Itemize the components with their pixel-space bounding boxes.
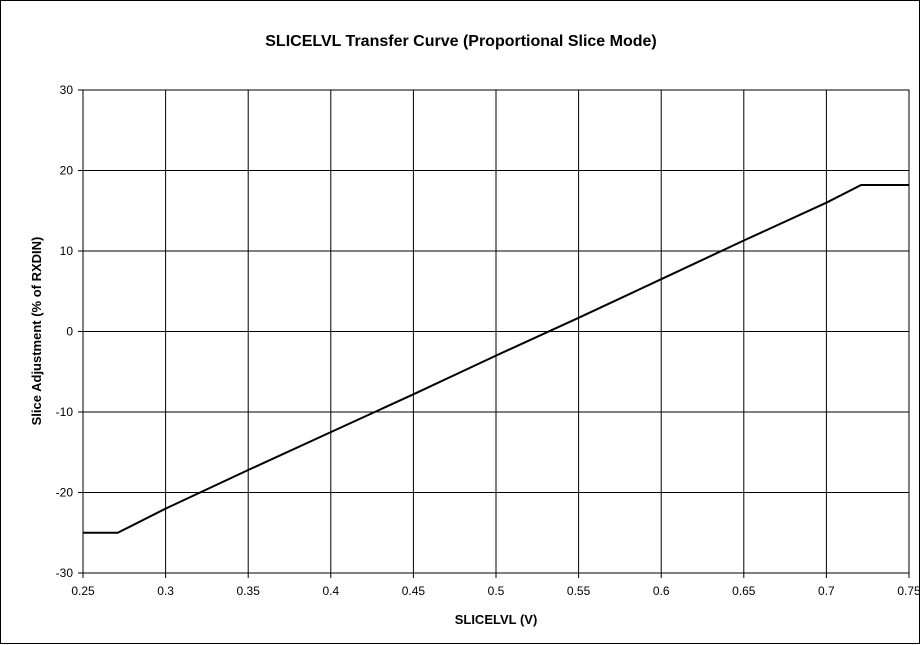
y-tick-label: 10 [60,244,74,258]
x-tick-label: 0.75 [897,584,920,598]
x-axis-label: SLICELVL (V) [455,612,538,627]
plot-area [82,89,910,574]
chart-title: SLICELVL Transfer Curve (Proportional Sl… [265,33,656,50]
x-tick-label: 0.4 [322,584,339,598]
x-tick-label: 0.25 [71,584,95,598]
y-tick-label: -20 [56,486,74,500]
x-tick-label: 0.5 [488,584,505,598]
y-tick-label: 20 [60,164,74,178]
x-tick-label: 0.7 [818,584,835,598]
y-axis-label: Slice Adjustment (% of RXDIN) [29,237,44,426]
y-tick-label: -10 [56,405,74,419]
x-tick-label: 0.3 [157,584,174,598]
y-tick-label: 30 [60,83,74,97]
y-tick-label: 0 [66,325,73,339]
x-tick-labels: 0.25 0.3 0.35 0.4 0.45 0.5 0.55 0.6 0.65 0.7 0.75 [71,584,920,598]
transfer-curve-line [83,184,909,534]
x-tick-label: 0.45 [402,584,426,598]
x-tick-label: 0.6 [653,584,670,598]
y-tick-label: -30 [56,566,74,580]
x-tick-label: 0.35 [237,584,261,598]
x-tick-label: 0.55 [567,584,591,598]
grid [78,89,910,578]
x-tick-label: 0.65 [732,584,756,598]
series-layer [83,184,909,534]
y-tick-labels: 30 20 10 0 -10 -20 -30 [56,83,74,580]
